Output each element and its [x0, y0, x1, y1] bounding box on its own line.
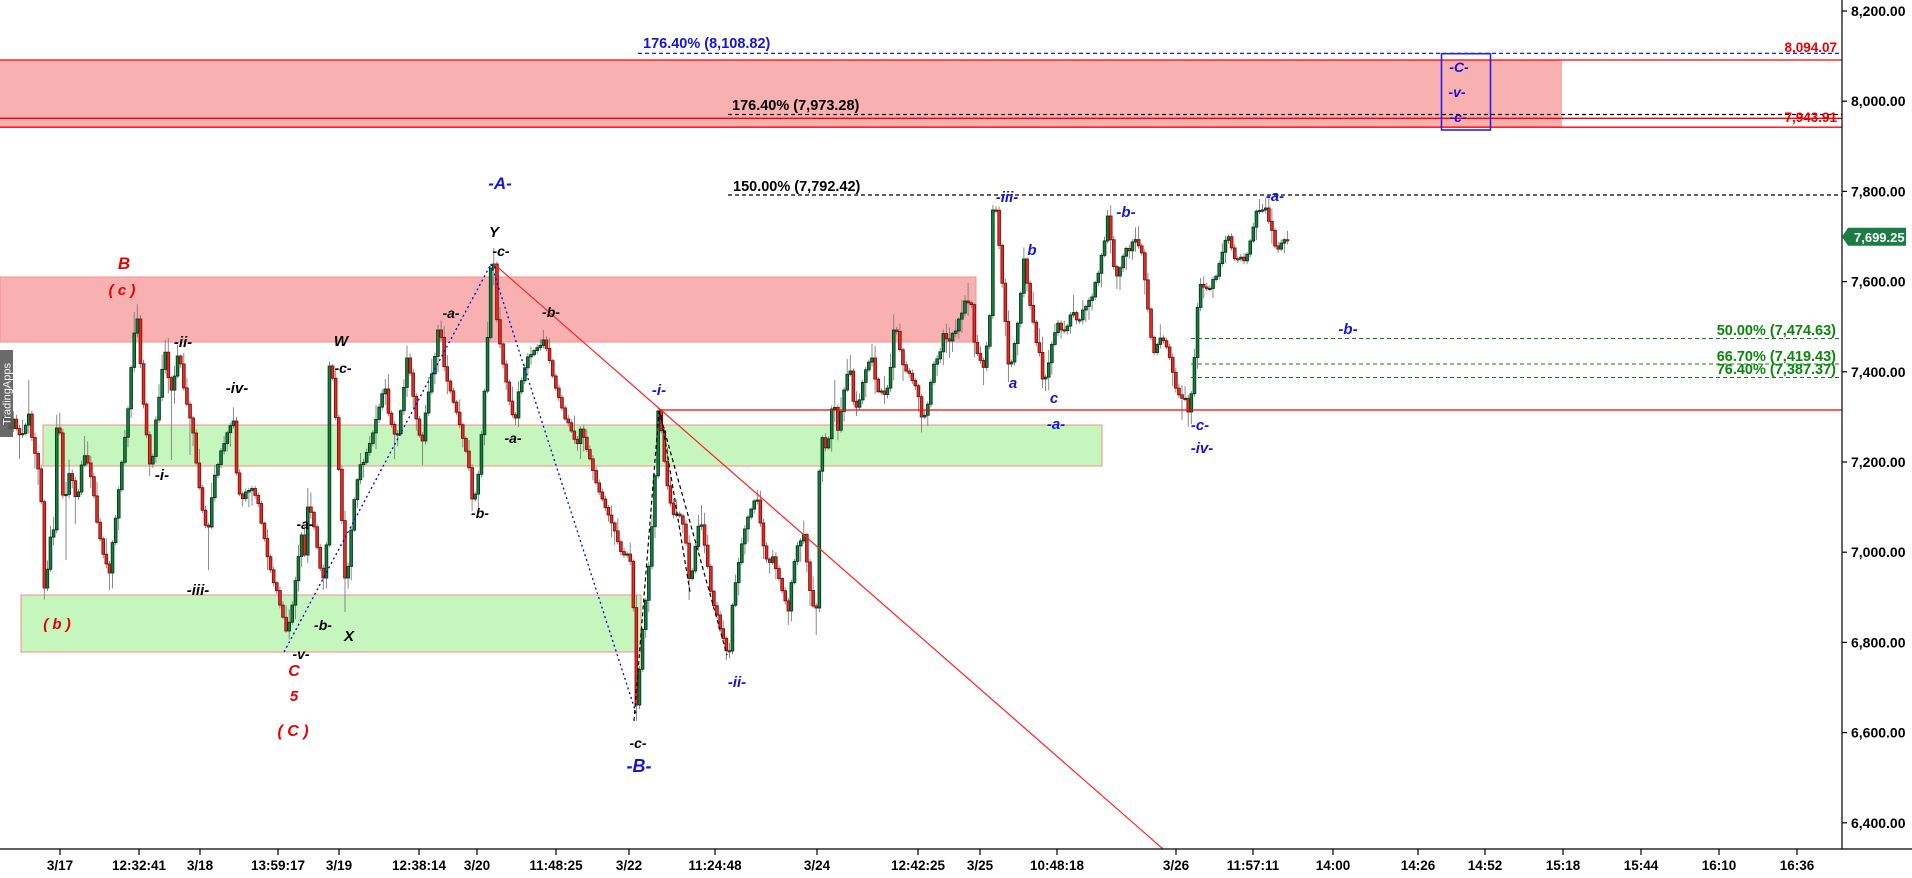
svg-text:-c-: -c-	[1191, 417, 1209, 434]
svg-text:B: B	[118, 254, 130, 273]
svg-text:-v-: -v-	[292, 646, 309, 662]
svg-text:12:32:41: 12:32:41	[112, 858, 167, 873]
svg-text:176.40% (7,973.28): 176.40% (7,973.28)	[732, 98, 860, 114]
svg-text:11:48:25: 11:48:25	[529, 858, 583, 873]
svg-text:-i-: -i-	[652, 382, 666, 399]
svg-text:-b-: -b-	[314, 617, 332, 633]
svg-text:7,943.91: 7,943.91	[1784, 110, 1837, 125]
svg-text:-v-: -v-	[1448, 84, 1465, 100]
svg-text:8,200.00: 8,200.00	[1851, 3, 1906, 19]
svg-text:-ii-: -ii-	[728, 674, 746, 691]
svg-text:( b ): ( b )	[43, 616, 71, 633]
svg-text:-c-: -c-	[334, 360, 351, 376]
svg-text:3/19: 3/19	[326, 858, 352, 873]
svg-text:-A-: -A-	[488, 174, 512, 193]
svg-text:76.40% (7,387.37): 76.40% (7,387.37)	[1717, 362, 1836, 378]
svg-text:14:00: 14:00	[1316, 858, 1351, 873]
svg-text:7,200.00: 7,200.00	[1851, 454, 1906, 470]
svg-text:-C-: -C-	[1449, 59, 1469, 75]
svg-text:50.00% (7,474.63): 50.00% (7,474.63)	[1717, 323, 1836, 339]
svg-text:-b-: -b-	[1116, 204, 1135, 221]
svg-text:66.70% (7,419.43): 66.70% (7,419.43)	[1717, 349, 1836, 365]
svg-text:-ii-: -ii-	[174, 334, 192, 351]
svg-text:12:42:25: 12:42:25	[891, 858, 946, 873]
svg-text:-a-: -a-	[504, 430, 521, 446]
svg-text:b: b	[1027, 242, 1036, 259]
svg-text:-a-: -a-	[442, 305, 459, 321]
svg-text:-iv-: -iv-	[1191, 440, 1214, 457]
svg-text:14:26: 14:26	[1401, 858, 1436, 873]
svg-text:3/20: 3/20	[464, 858, 490, 873]
svg-text:-iii-: -iii-	[187, 582, 210, 599]
svg-text:-b-: -b-	[542, 304, 560, 320]
svg-text:-c-: -c-	[629, 735, 646, 751]
svg-text:8,094.07: 8,094.07	[1784, 40, 1837, 55]
svg-text:150.00% (7,792.42): 150.00% (7,792.42)	[733, 179, 861, 195]
svg-text:-c-: -c-	[1449, 109, 1466, 125]
svg-text:176.40% (8,108.82): 176.40% (8,108.82)	[643, 36, 771, 52]
svg-text:-iv-: -iv-	[226, 380, 249, 397]
svg-text:10:48:18: 10:48:18	[1030, 858, 1085, 873]
svg-text:( c ): ( c )	[109, 282, 136, 299]
svg-text:6,400.00: 6,400.00	[1851, 815, 1906, 831]
svg-text:3/22: 3/22	[616, 858, 642, 873]
svg-text:3/24: 3/24	[804, 858, 831, 873]
svg-text:14:52: 14:52	[1468, 858, 1503, 873]
svg-text:7,699.25: 7,699.25	[1854, 230, 1905, 245]
svg-text:11:57:11: 11:57:11	[1227, 858, 1280, 873]
svg-text:16:10: 16:10	[1702, 858, 1737, 873]
svg-text:6,600.00: 6,600.00	[1851, 725, 1906, 741]
svg-text:W: W	[334, 333, 350, 350]
svg-text:-b-: -b-	[471, 505, 489, 521]
svg-text:5: 5	[290, 688, 299, 705]
svg-text:12:38:14: 12:38:14	[392, 858, 447, 873]
svg-text:7,600.00: 7,600.00	[1851, 274, 1906, 290]
svg-text:3/17: 3/17	[47, 858, 73, 873]
svg-text:7,000.00: 7,000.00	[1851, 544, 1906, 560]
svg-text:X: X	[343, 628, 355, 645]
svg-text:c: c	[1050, 390, 1059, 407]
svg-text:11:24:48: 11:24:48	[688, 858, 742, 873]
svg-text:3/26: 3/26	[1163, 858, 1190, 873]
svg-text:-a-: -a-	[1047, 416, 1065, 433]
svg-text:13:59:17: 13:59:17	[251, 858, 305, 873]
svg-text:6,800.00: 6,800.00	[1851, 634, 1906, 650]
svg-text:-a-: -a-	[296, 516, 313, 532]
svg-text:-b-: -b-	[1338, 321, 1357, 338]
svg-text:TradingApps: TradingApps	[2, 363, 14, 425]
svg-text:3/25: 3/25	[967, 858, 994, 873]
svg-text:C: C	[288, 663, 300, 680]
svg-text:15:44: 15:44	[1624, 858, 1659, 873]
svg-text:15:18: 15:18	[1546, 858, 1581, 873]
svg-text:-iii-: -iii-	[996, 189, 1019, 206]
svg-text:-a-: -a-	[1266, 188, 1284, 205]
svg-text:16:36: 16:36	[1780, 858, 1815, 873]
svg-text:3/18: 3/18	[187, 858, 214, 873]
svg-text:a: a	[1009, 375, 1017, 392]
svg-text:( C ): ( C )	[277, 723, 308, 740]
svg-text:Y: Y	[489, 224, 501, 241]
svg-text:-i-: -i-	[155, 467, 169, 484]
svg-text:-B-: -B-	[627, 756, 652, 776]
svg-text:-c-: -c-	[492, 243, 509, 259]
svg-text:8,000.00: 8,000.00	[1851, 93, 1906, 109]
svg-text:7,800.00: 7,800.00	[1851, 183, 1906, 199]
svg-text:7,400.00: 7,400.00	[1851, 364, 1906, 380]
